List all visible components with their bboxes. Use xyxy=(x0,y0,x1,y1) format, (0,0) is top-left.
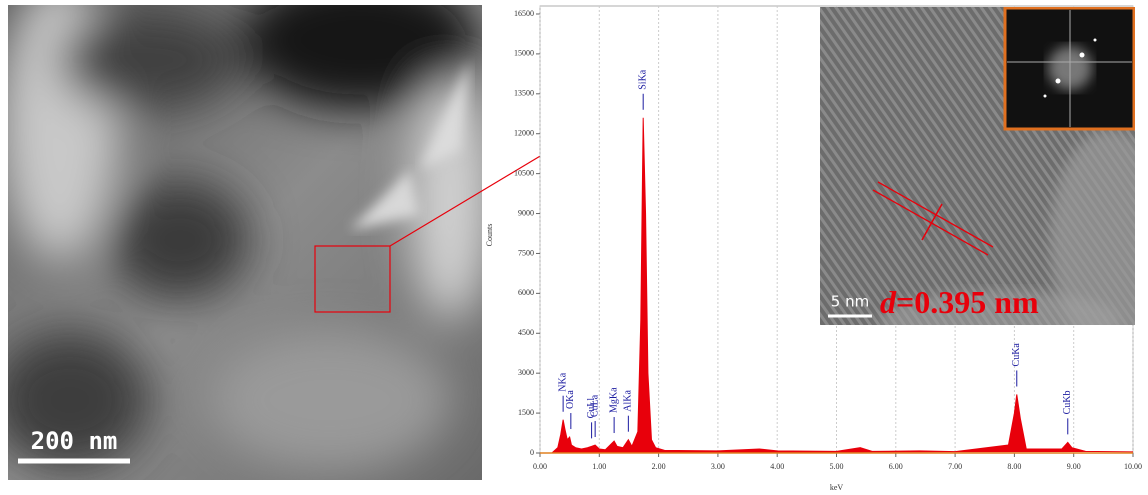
x-tick-label: 9.00 xyxy=(1067,462,1081,471)
x-tick-label: 4.00 xyxy=(770,462,784,471)
y-tick-label: 1500 xyxy=(518,408,534,417)
peak-label: CuKa xyxy=(1011,343,1022,367)
peak-label: CuKb xyxy=(1062,390,1073,414)
y-tick-label: 9000 xyxy=(518,208,534,217)
x-tick-label: 6.00 xyxy=(889,462,903,471)
x-tick-label: 0.00 xyxy=(533,462,547,471)
scale-bar-label: 200 nm xyxy=(31,427,118,455)
peak-label: AlKa xyxy=(623,389,634,411)
peak-label: CuLl xyxy=(586,398,597,419)
y-tick-label: 6000 xyxy=(518,288,534,297)
peak-label: MgKa xyxy=(608,387,619,413)
d-spacing: d=0.395 nm xyxy=(880,284,1039,320)
y-tick-label: 4500 xyxy=(518,328,534,337)
y-tick-label: 12000 xyxy=(514,129,534,138)
x-tick-label: 3.00 xyxy=(711,462,725,471)
x-tick-label: 7.00 xyxy=(948,462,962,471)
x-tick-label: 10.00 xyxy=(1124,462,1142,471)
y-tick-label: 7500 xyxy=(518,248,534,257)
x-tick-label: 1.00 xyxy=(592,462,606,471)
peak-label: NKa xyxy=(557,372,568,391)
y-tick-label: 13500 xyxy=(514,89,534,98)
y-tick-label: 15000 xyxy=(514,49,534,58)
x-tick-label: 5.00 xyxy=(830,462,844,471)
y-axis-label: Counts xyxy=(485,224,494,247)
y-tick-label: 0 xyxy=(530,448,534,457)
spectrum xyxy=(540,117,1134,454)
d-symbol: d xyxy=(880,284,897,320)
inset-scale-label: 5 nm xyxy=(831,293,869,311)
y-tick-label: 16500 xyxy=(514,9,534,18)
peak-label: CuLa xyxy=(589,394,600,417)
d-value: =0.395 nm xyxy=(896,284,1039,320)
y-tick-label: 10500 xyxy=(514,168,534,177)
tem-image: 200 nm xyxy=(8,5,482,480)
hrtem-inset: 5 nm d=0.395 nm xyxy=(820,7,1135,325)
peak-label: OKa xyxy=(565,390,576,409)
y-tick-label: 3000 xyxy=(518,368,534,377)
chart: 0 1500 3000 4500 6000 7500 9000 10500 12000 13500… xyxy=(485,6,1142,492)
x-axis-label: keV xyxy=(830,483,844,492)
peak-label: SiKa xyxy=(637,69,648,90)
x-tick-label: 2.00 xyxy=(652,462,666,471)
x-tick-label: 8.00 xyxy=(1007,462,1021,471)
